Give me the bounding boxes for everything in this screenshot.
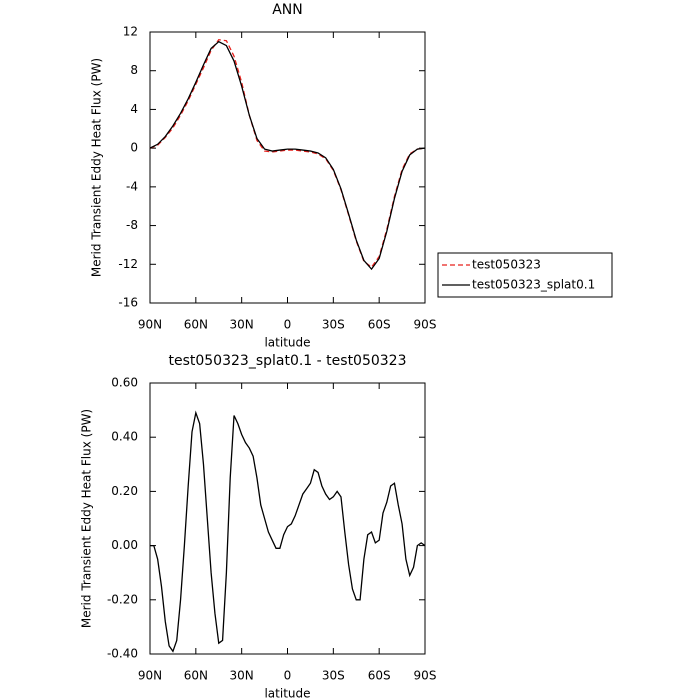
y-tick-label: -0.40 (107, 647, 138, 661)
y-axis-label: Merid Transient Eddy Heat Flux (PW) (80, 409, 94, 628)
y-tick-label: 0.20 (111, 484, 138, 498)
x-tick-label: 0 (284, 318, 292, 332)
data-line (149, 40, 426, 271)
y-tick-label: -8 (126, 218, 138, 232)
data-line (150, 410, 426, 653)
x-tick-label: 90S (414, 669, 437, 683)
x-tick-label: 30S (322, 318, 345, 332)
y-tick-label: 4 (130, 102, 138, 116)
x-tick-label: 90S (414, 318, 437, 332)
x-tick-label: 30S (322, 669, 345, 683)
y-tick-label: -12 (118, 257, 138, 271)
y-tick-label: -16 (118, 296, 138, 310)
legend-label: test050323_splat0.1 (472, 278, 595, 292)
y-tick-label: 8 (130, 63, 138, 77)
x-tick-label: 30N (230, 669, 254, 683)
plot-frame (149, 382, 426, 655)
y-tick-label: 0.60 (111, 376, 138, 390)
y-tick-label: 0 (130, 141, 138, 155)
y-tick-label: -4 (126, 179, 138, 193)
x-tick-label: 60N (184, 318, 208, 332)
x-axis-label: latitude (264, 336, 310, 350)
y-axis-label: Merid Transient Eddy Heat Flux (PW) (90, 58, 104, 277)
plot-frame (149, 31, 426, 304)
y-tick-label: 12 (123, 25, 138, 39)
legend-box (437, 252, 613, 298)
x-tick-label: 60S (368, 318, 391, 332)
x-tick-label: 60N (184, 669, 208, 683)
x-tick-label: 30N (230, 318, 254, 332)
y-tick-label: -0.20 (107, 592, 138, 606)
x-tick-label: 0 (284, 669, 292, 683)
x-axis-label: latitude (264, 687, 310, 700)
y-tick-label: 0.00 (111, 538, 138, 552)
x-tick-label: 60S (368, 669, 391, 683)
x-tick-label: 90N (138, 318, 162, 332)
y-tick-label: 0.40 (111, 430, 138, 444)
chart-title: ANN (272, 2, 303, 18)
legend-label: test050323 (472, 258, 541, 272)
data-line (149, 39, 426, 269)
chart-title: test050323_splat0.1 - test050323 (168, 353, 406, 369)
x-tick-label: 90N (138, 669, 162, 683)
legend: test050323 test050323_splat0.1 (437, 252, 613, 298)
